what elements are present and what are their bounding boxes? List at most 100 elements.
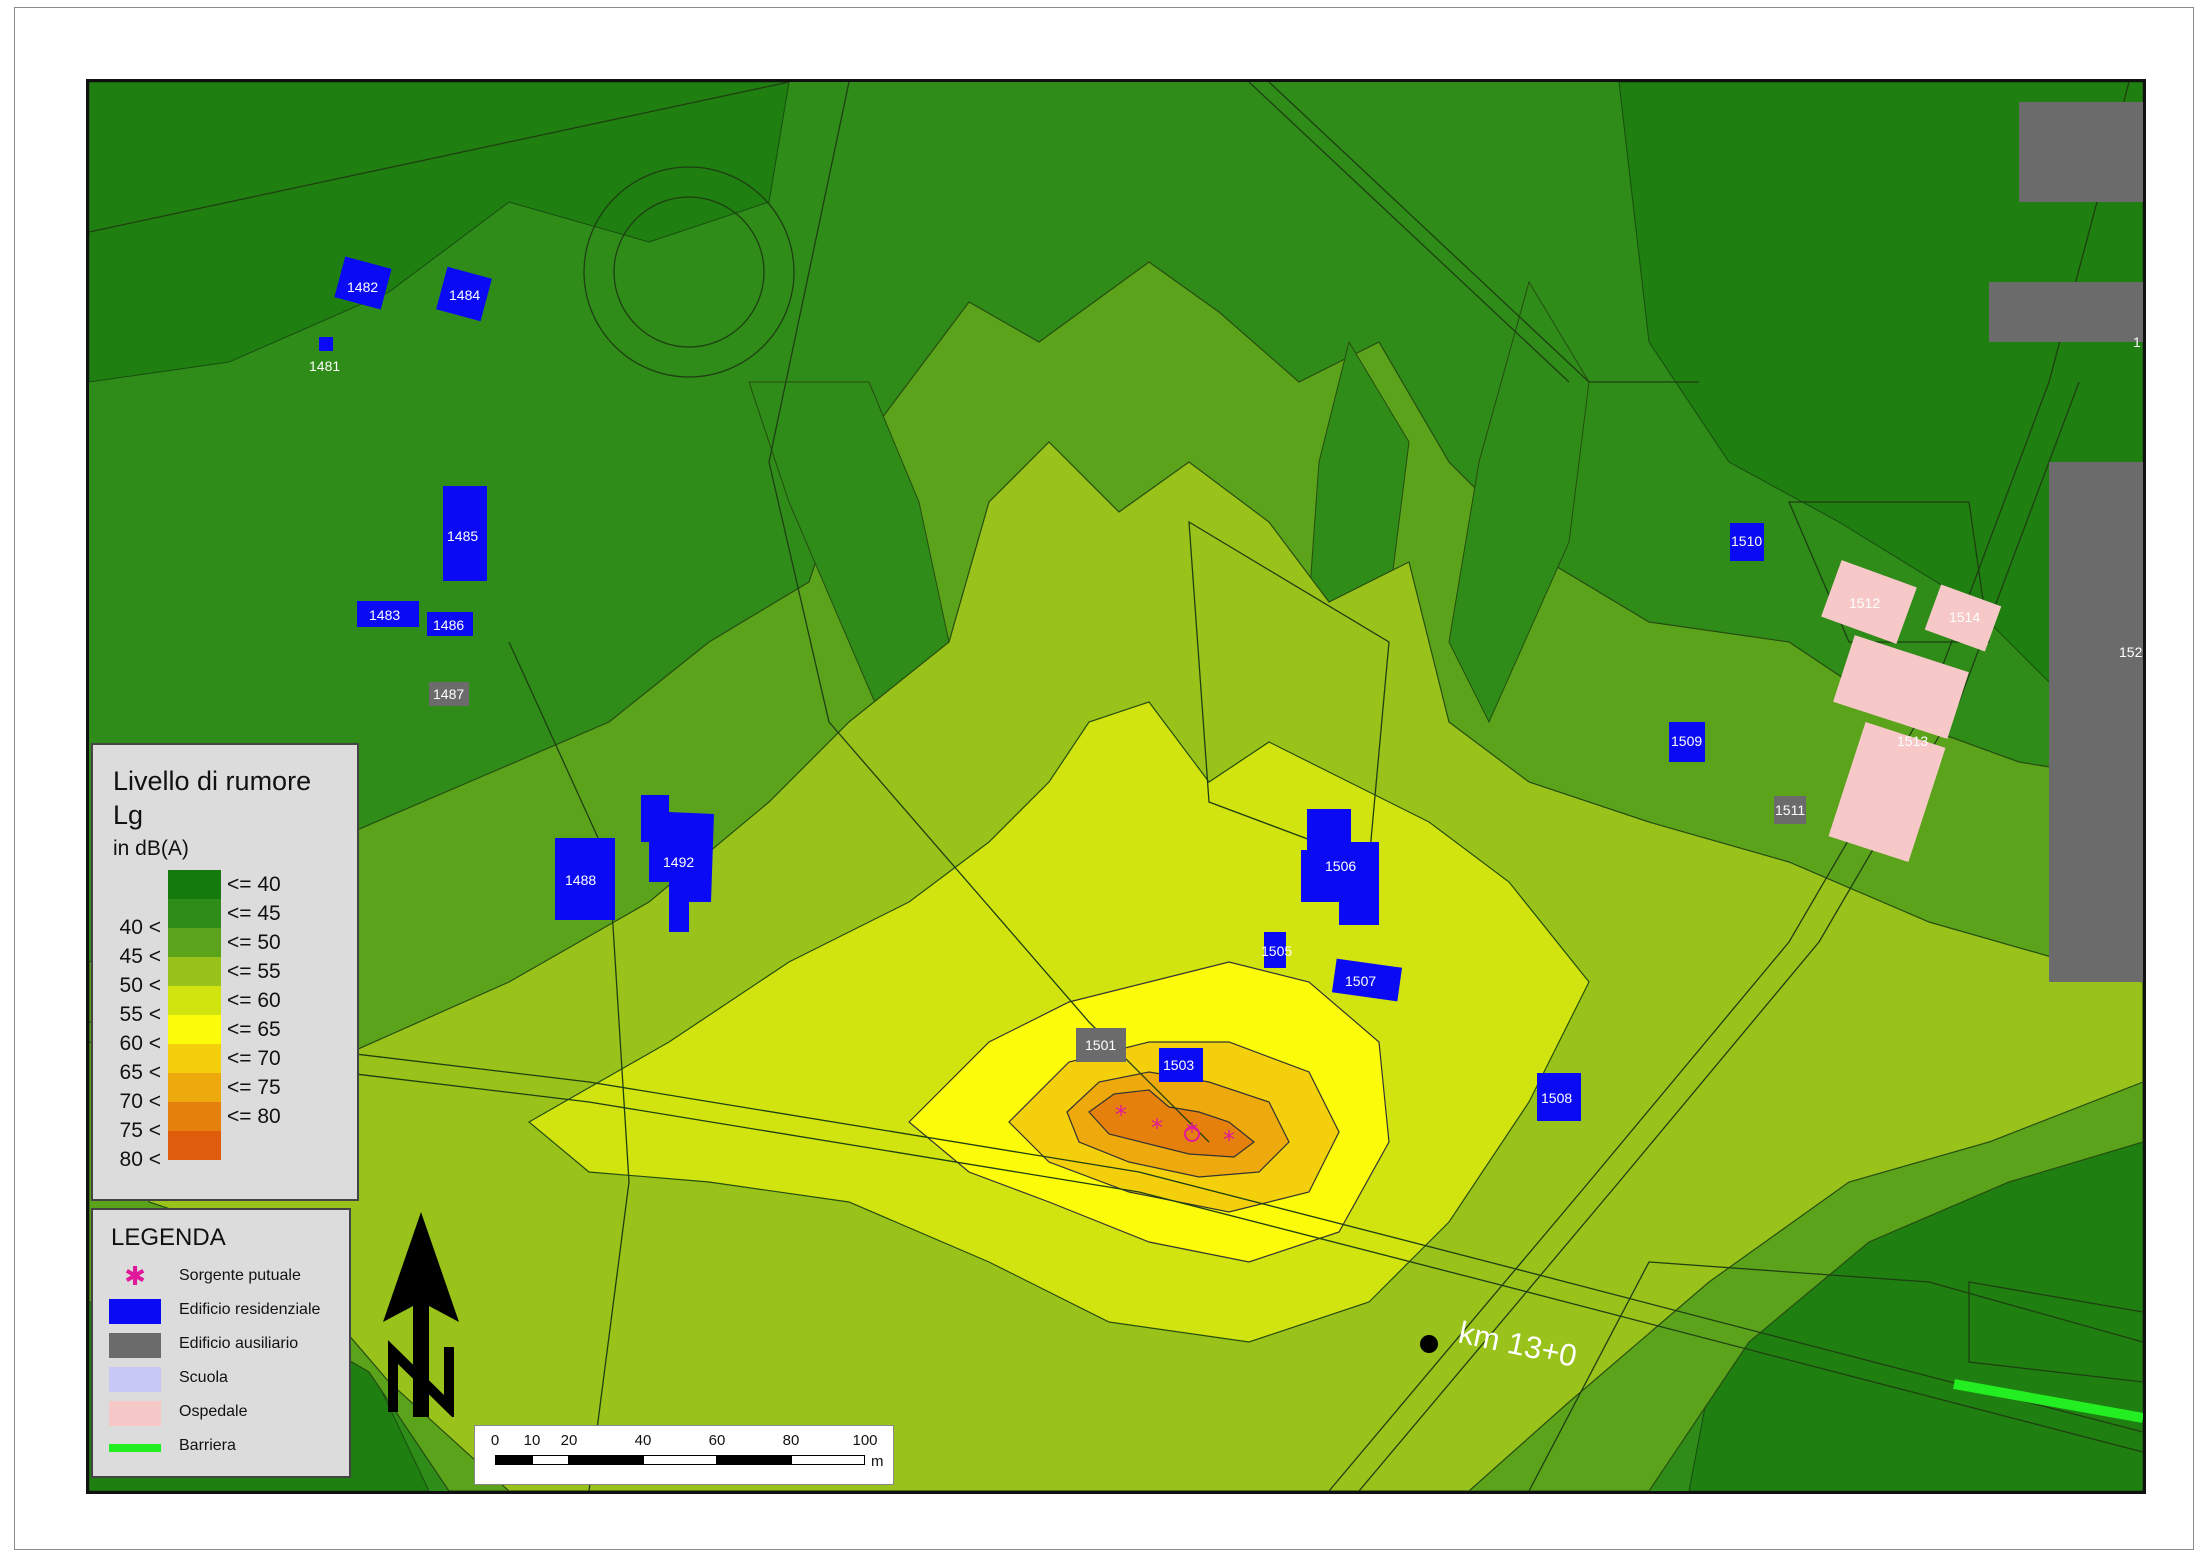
scale-tick-label: 0	[490, 1432, 500, 1449]
legend-swatch	[109, 1299, 161, 1324]
scale-segment	[643, 1455, 717, 1465]
scale-segment	[569, 1455, 643, 1465]
ramp-upper-label-2: <= 50	[227, 931, 281, 954]
label-152: 152	[2119, 644, 2143, 660]
ramp-lower-label-4: 55 <	[119, 1003, 161, 1026]
legend-item-label: Sorgente putuale	[179, 1267, 301, 1284]
legend-item-label: Ospedale	[179, 1403, 248, 1420]
building-1514	[1924, 584, 2002, 652]
ramp-upper-label-5: <= 65	[227, 1018, 281, 1041]
building-1485	[443, 486, 487, 581]
scale-unit: m	[871, 1453, 884, 1470]
scale-tick-label: 10	[523, 1432, 541, 1449]
ramp-upper-label-8: <= 80	[227, 1105, 281, 1128]
building-1488	[555, 838, 615, 920]
building-1501	[1076, 1028, 1126, 1062]
label-1482: 1482	[347, 279, 378, 295]
scale-bar: 0 10 20 40 60 80 100 m	[474, 1425, 894, 1485]
point-sources: * * * *	[1115, 1101, 1235, 1154]
label-1509: 1509	[1671, 733, 1702, 749]
legend-item-2: Edificio ausiliario	[109, 1333, 349, 1359]
source-asterisk-icon-3: *	[1186, 1118, 1198, 1146]
ramp-lower-label-9: 80 <	[119, 1148, 161, 1171]
legend-item-3: Scuola	[109, 1367, 349, 1393]
ramp-lower-label-5: 60 <	[119, 1032, 161, 1055]
scale-segment	[495, 1455, 532, 1465]
building-1508	[1537, 1073, 1581, 1121]
label-1510: 1510	[1731, 533, 1762, 549]
ramp-lower-label-3: 50 <	[119, 974, 161, 997]
ramp-upper-label-7: <= 75	[227, 1076, 281, 1099]
legend-item-0: ✱ Sorgente putuale	[109, 1262, 349, 1292]
noise-level-legend: Livello di rumore Lg in dB(A) <= 40 40 < <…	[91, 743, 359, 1201]
ramp-swatch-2	[168, 928, 221, 957]
building-labels: 1482 1484 1481 1485 1483 1486 1487 1488 …	[309, 279, 2143, 1106]
building-1512	[1821, 560, 1917, 644]
legend-title-line2: Lg	[113, 800, 144, 830]
building-1492	[641, 795, 714, 932]
source-asterisk-icon-4: *	[1223, 1126, 1235, 1154]
label-1514: 1514	[1949, 609, 1980, 625]
ramp-swatch-0	[168, 870, 221, 899]
building-1507	[1331, 958, 1403, 1002]
legend-item-label: Barriera	[179, 1437, 236, 1454]
source-asterisk-icon-2: *	[1151, 1114, 1163, 1142]
zone-75-80	[1088, 1089, 1255, 1158]
ramp-upper-label-4: <= 60	[227, 989, 281, 1012]
legend-swatch	[109, 1401, 161, 1426]
chainage-dot	[1420, 1335, 1438, 1353]
label-1481: 1481	[309, 358, 340, 374]
legend-item-label: Edificio residenziale	[179, 1301, 321, 1318]
ramp-upper-label-0: <= 40	[227, 873, 281, 896]
label-1501: 1501	[1085, 1037, 1116, 1053]
zone-le40-nw	[89, 82, 790, 383]
scale-tick-label: 60	[708, 1432, 726, 1449]
legend-subtitle: in dB(A)	[113, 837, 189, 860]
building-1-b	[1989, 282, 2143, 342]
ramp-lower-label-8: 75 <	[119, 1119, 161, 1142]
ramp-lower-label-2: 45 <	[119, 945, 161, 968]
building-1511	[1774, 796, 1806, 824]
label-1503: 1503	[1163, 1057, 1194, 1073]
ramp-swatch-8	[168, 1102, 221, 1131]
label-1487: 1487	[433, 686, 464, 702]
scale-segment	[791, 1455, 865, 1465]
label-1483: 1483	[369, 607, 400, 623]
label-1513: 1513	[1897, 733, 1928, 749]
building-1509	[1669, 722, 1705, 762]
ramp-upper-label-6: <= 70	[227, 1047, 281, 1070]
legend-item-1: Edificio residenziale	[109, 1299, 349, 1325]
legend-item-4: Ospedale	[109, 1401, 349, 1427]
ramp-swatch-6	[168, 1044, 221, 1073]
building-1503	[1159, 1048, 1203, 1082]
legend-title-line1: Livello di rumore	[113, 766, 312, 796]
source-asterisk-icon-1: *	[1115, 1101, 1127, 1129]
building-1505	[1264, 932, 1286, 968]
label-1506: 1506	[1325, 858, 1356, 874]
source-ring	[1184, 1126, 1200, 1142]
building-1482	[334, 256, 392, 310]
asterisk-icon: ✱	[124, 1262, 146, 1292]
legend-swatch	[109, 1367, 161, 1392]
scale-tick-label: 80	[782, 1432, 800, 1449]
scale-tick-label: 40	[634, 1432, 652, 1449]
building-1481	[319, 337, 333, 351]
map-frame[interactable]: 1482 1484 1481 1485 1483 1486 1487 1488 …	[86, 79, 2146, 1494]
building-1484	[436, 266, 492, 322]
label-1484: 1484	[449, 287, 480, 303]
ramp-swatch-5	[168, 1015, 221, 1044]
label-1492: 1492	[663, 854, 694, 870]
building-1486	[427, 612, 473, 636]
label-1486: 1486	[433, 617, 464, 633]
ramp-lower-label-1: 40 <	[119, 916, 161, 939]
label-1505: 1505	[1261, 943, 1292, 959]
scale-tick-label: 100	[852, 1432, 878, 1449]
building-1483	[357, 601, 419, 627]
legend-line-swatch	[109, 1444, 161, 1452]
ramp-swatch-4	[168, 986, 221, 1015]
building-1	[2019, 102, 2143, 202]
building-1487	[429, 682, 469, 706]
building-1513a	[1833, 635, 1969, 739]
legend-item-label: Edificio ausiliario	[179, 1335, 299, 1352]
noise-barrier	[1953, 1379, 2143, 1423]
